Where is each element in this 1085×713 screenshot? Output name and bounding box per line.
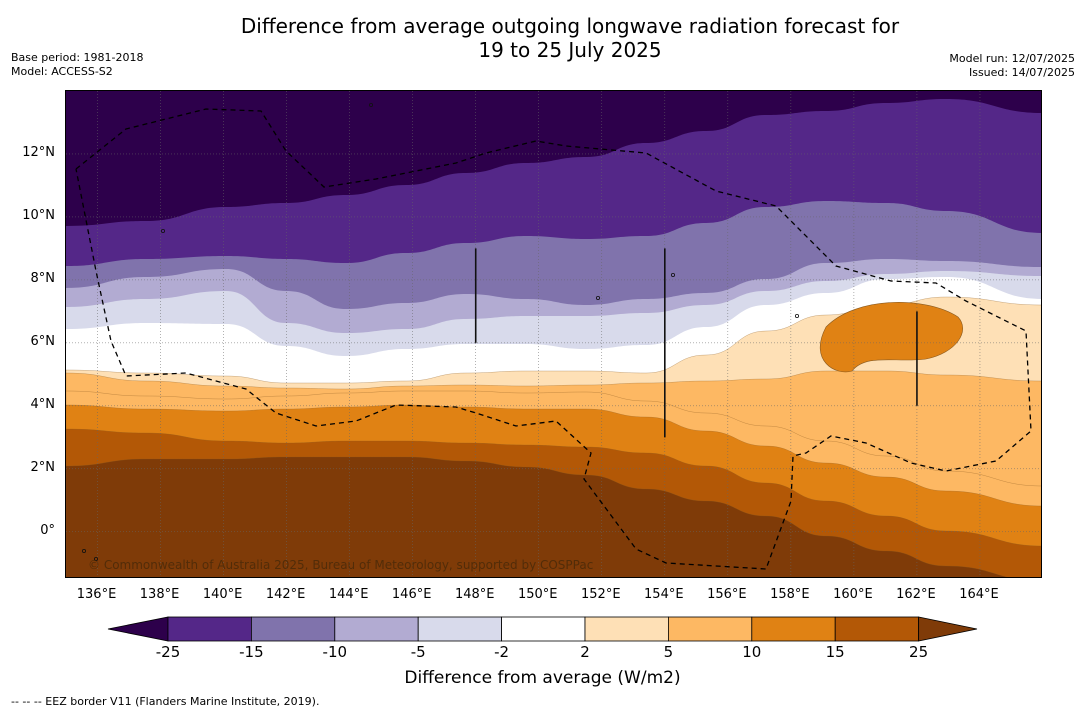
model-run: Model run: 12/07/2025 [949,52,1075,65]
longitude-tick-label: 164°E [959,587,999,602]
colorbar-tick: -25 [155,643,181,661]
title-line-1: Difference from average outgoing longwav… [240,14,900,38]
colorbar-tick: 5 [663,643,674,661]
latitude-tick-label: 8°N [30,270,56,286]
longitude-tick-label: 148°E [454,587,495,602]
colorbar-swatch [668,616,753,642]
colorbar-swatch [167,616,252,642]
island-outlines [81,102,918,561]
warm-blob [819,302,963,373]
latitude-tick-label: 4°N [30,396,56,412]
base-period: Base period: 1981-2018 [11,51,144,64]
colorbar [107,616,978,642]
contour-band-10 [66,456,1008,577]
map-title: Difference from average outgoing longwav… [0,14,1085,62]
island-outline [81,548,86,553]
colorbar-extend-high [918,616,978,642]
map-gridlines [66,91,1041,577]
longitude-tick-label: 156°E [707,587,747,602]
positive-anomaly-core [819,302,963,373]
colorbar-tick: -15 [239,643,264,661]
colorbar-swatch [501,616,586,642]
latitude-tick-label: 10°N [22,207,55,223]
colorbar-swatch [417,616,503,642]
eez-border-lines [75,108,1032,570]
longitude-tick-label: 160°E [833,587,873,602]
eez-footnote: -- -- -- EEZ border V11 (Flanders Marine… [11,695,320,708]
longitude-tick-label: 140°E [202,587,243,602]
meta-right: Model run: 12/07/2025 Issued: 14/07/2025 [949,52,1075,80]
colorbar-tick: -10 [322,643,348,661]
colorbar-tick: 2 [580,643,590,661]
longitude-tick-label: 146°E [391,587,432,602]
colorbar-tick: -2 [494,643,510,661]
island-outline [161,228,166,233]
island-outline [795,313,800,318]
colorbar-swatch [250,616,336,642]
anomaly-contour-bands [66,91,1041,577]
colorbar-tick: 25 [909,643,929,661]
colorbar-tick: -5 [410,643,426,661]
longitude-tick-label: 144°E [328,587,369,602]
colorbar-swatch [751,616,836,642]
latitude-tick-label: 12°N [22,144,55,160]
meta-left: Base period: 1981-2018 Model: ACCESS-S2 [11,51,143,79]
colorbar-extend-low [107,616,169,642]
copyright-notice: © Commonwealth of Australia 2025, Bureau… [88,558,594,572]
issued-date: Issued: 14/07/2025 [968,66,1075,79]
longitude-tick-label: 142°E [265,587,306,602]
map-plot-area [65,90,1042,578]
anomaly-map [66,91,1041,577]
colorbar-swatch [334,616,419,642]
colorbar-tick: 15 [825,643,845,661]
eez-border [75,108,1032,570]
latitude-tick-label: 2°N [30,459,56,475]
colorbar-swatch [584,616,669,642]
colorbar-title: Difference from average (W/m2) [404,668,681,688]
latitude-tick-label: 6°N [30,333,56,349]
longitude-tick-label: 138°E [139,587,180,602]
title-line-2: 19 to 25 July 2025 [478,38,662,62]
model-name: Model: ACCESS-S2 [11,65,113,78]
island-outline [93,556,98,561]
latitude-tick-label: 0° [40,522,55,538]
colorbar-swatch [834,616,920,642]
longitude-tick-label: 150°E [517,587,558,602]
colorbar-tick: 10 [742,643,762,661]
island-outline [596,295,601,300]
longitude-tick-label: 152°E [581,587,621,602]
island-outline [368,102,373,107]
longitude-tick-label: 154°E [644,587,684,602]
longitude-tick-label: 162°E [896,587,936,602]
island-outline [671,272,676,277]
longitude-tick-label: 158°E [770,587,810,602]
longitude-tick-label: 136°E [76,587,117,602]
